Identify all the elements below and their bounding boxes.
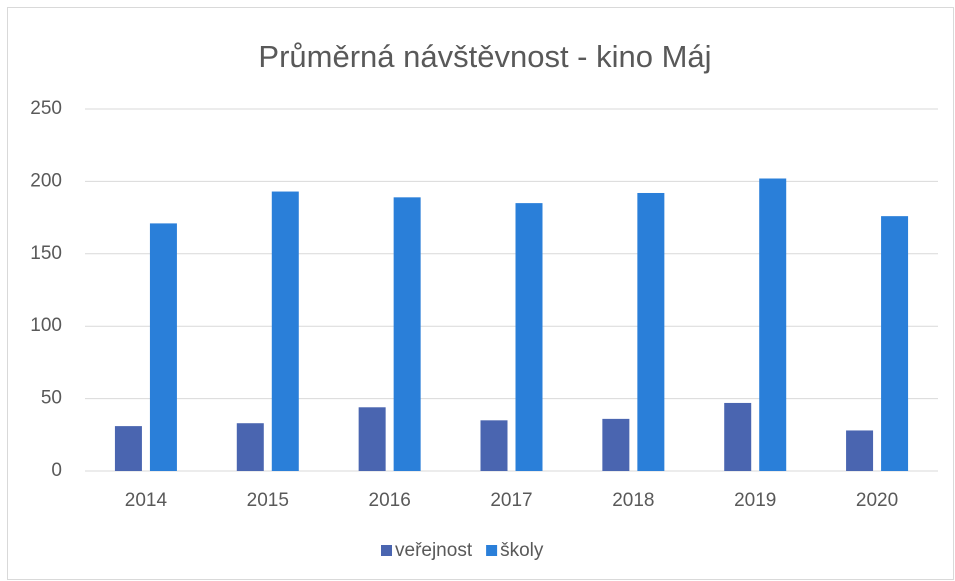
x-tick-label: 2016 [369,490,411,511]
y-tick-label: 250 [30,98,62,119]
bar [480,420,508,471]
y-tick-label: 100 [30,315,62,336]
bar [602,418,630,471]
x-tick-label: 2015 [247,490,289,511]
bar [637,192,665,471]
bar [114,426,142,471]
legend-swatch [381,545,392,556]
x-tick-label: 2019 [734,490,776,511]
x-tick-label: 2017 [490,490,532,511]
legend-label: školy [500,540,544,561]
legend-swatch [486,545,498,556]
y-tick-label: 200 [30,170,62,191]
x-tick-label: 2014 [125,490,168,511]
bar [236,423,264,471]
chart-title: Průměrná návštěvnost - kino Máj [258,39,711,74]
bar [759,178,787,471]
bar [724,402,752,471]
bar [149,223,177,471]
legend-label: veřejnost [395,540,473,561]
bar [846,430,874,471]
bar [393,197,421,471]
bar [358,407,386,471]
x-tick-label: 2020 [856,490,898,511]
bar [271,191,299,471]
y-tick-label: 50 [41,388,62,409]
bar [515,203,543,471]
y-tick-label: 150 [30,243,62,264]
x-tick-label: 2018 [612,490,654,511]
y-tick-label: 0 [51,460,62,481]
bar [881,216,909,471]
